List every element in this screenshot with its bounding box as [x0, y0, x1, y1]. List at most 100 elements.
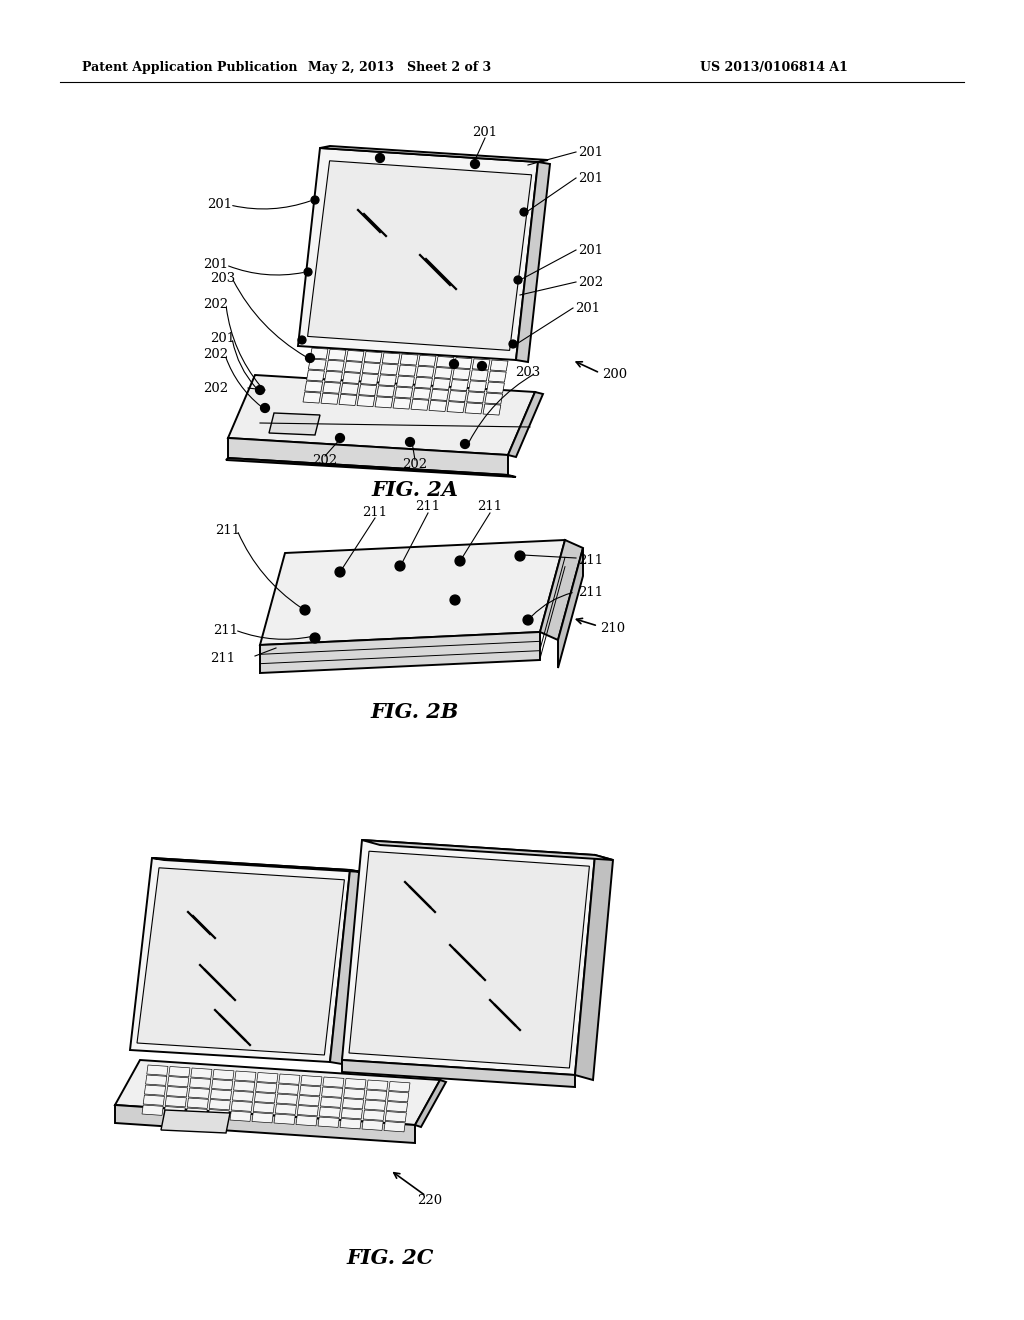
Circle shape	[256, 385, 264, 395]
Text: 202: 202	[203, 298, 228, 312]
Polygon shape	[275, 1104, 296, 1114]
Text: 200: 200	[602, 368, 627, 381]
Polygon shape	[306, 370, 325, 381]
Text: 203: 203	[515, 367, 540, 380]
Polygon shape	[413, 388, 431, 399]
Polygon shape	[380, 364, 398, 375]
Polygon shape	[298, 148, 538, 360]
Circle shape	[311, 195, 319, 205]
Text: 202: 202	[203, 348, 228, 362]
Polygon shape	[343, 372, 360, 384]
Polygon shape	[362, 1119, 383, 1130]
Polygon shape	[142, 1105, 163, 1115]
Polygon shape	[417, 366, 434, 378]
Polygon shape	[472, 359, 490, 370]
Polygon shape	[418, 355, 436, 366]
Polygon shape	[365, 1100, 386, 1110]
Polygon shape	[415, 378, 432, 388]
Text: 211: 211	[362, 506, 387, 519]
Polygon shape	[213, 1069, 234, 1080]
Polygon shape	[429, 400, 446, 412]
Polygon shape	[360, 374, 379, 384]
Polygon shape	[226, 458, 516, 477]
Polygon shape	[187, 1098, 209, 1109]
Circle shape	[376, 153, 384, 162]
Text: 203: 203	[210, 272, 234, 285]
Polygon shape	[362, 363, 380, 374]
Polygon shape	[342, 1060, 575, 1086]
Polygon shape	[208, 1110, 229, 1119]
Polygon shape	[319, 147, 548, 162]
Text: 211: 211	[578, 586, 603, 598]
Text: 211: 211	[578, 553, 603, 566]
Polygon shape	[447, 401, 465, 413]
Polygon shape	[453, 368, 470, 380]
Text: 201: 201	[203, 259, 228, 272]
Circle shape	[515, 550, 525, 561]
Polygon shape	[233, 1081, 255, 1092]
Polygon shape	[230, 1111, 251, 1122]
Polygon shape	[146, 1065, 168, 1076]
Polygon shape	[321, 1097, 342, 1107]
Circle shape	[514, 276, 522, 284]
Circle shape	[470, 160, 479, 169]
Polygon shape	[483, 404, 501, 414]
Polygon shape	[467, 392, 484, 403]
Polygon shape	[345, 1078, 366, 1089]
Polygon shape	[278, 1084, 299, 1094]
Polygon shape	[346, 350, 364, 362]
Polygon shape	[269, 413, 319, 436]
Text: 201: 201	[210, 331, 234, 345]
Polygon shape	[455, 358, 472, 368]
Polygon shape	[388, 1092, 409, 1102]
Polygon shape	[431, 389, 449, 400]
Text: 210: 210	[600, 622, 625, 635]
Polygon shape	[297, 1106, 318, 1115]
Polygon shape	[386, 1101, 408, 1111]
Text: 211: 211	[416, 500, 440, 513]
Polygon shape	[415, 1080, 446, 1127]
Text: May 2, 2013   Sheet 2 of 3: May 2, 2013 Sheet 2 of 3	[308, 62, 492, 74]
Polygon shape	[325, 371, 342, 383]
Polygon shape	[279, 1074, 300, 1084]
Polygon shape	[344, 1089, 365, 1098]
Polygon shape	[558, 548, 583, 668]
Circle shape	[300, 605, 310, 615]
Circle shape	[406, 437, 415, 446]
Polygon shape	[470, 370, 488, 381]
Polygon shape	[349, 851, 590, 1068]
Text: 211: 211	[213, 623, 238, 636]
Polygon shape	[341, 383, 358, 395]
Polygon shape	[212, 1080, 232, 1090]
Polygon shape	[575, 855, 613, 1080]
Polygon shape	[161, 1110, 230, 1133]
Polygon shape	[321, 393, 339, 404]
Polygon shape	[465, 403, 482, 414]
Polygon shape	[364, 1110, 384, 1121]
Text: 220: 220	[418, 1193, 442, 1206]
Text: 201: 201	[207, 198, 232, 211]
Polygon shape	[327, 360, 344, 371]
Circle shape	[461, 440, 469, 449]
Polygon shape	[253, 1102, 274, 1113]
Polygon shape	[358, 384, 377, 396]
Polygon shape	[329, 350, 346, 360]
Polygon shape	[256, 1082, 276, 1093]
Polygon shape	[210, 1089, 231, 1100]
Text: FIG. 2A: FIG. 2A	[372, 480, 459, 500]
Polygon shape	[486, 381, 505, 393]
Circle shape	[260, 404, 269, 412]
Circle shape	[304, 268, 312, 276]
Polygon shape	[137, 867, 344, 1055]
Polygon shape	[484, 393, 503, 404]
Polygon shape	[367, 1080, 388, 1090]
Polygon shape	[115, 1060, 440, 1125]
Polygon shape	[169, 1067, 190, 1077]
Text: US 2013/0106814 A1: US 2013/0106814 A1	[700, 62, 848, 74]
Circle shape	[298, 337, 306, 345]
Polygon shape	[330, 870, 362, 1064]
Text: 202: 202	[312, 454, 338, 466]
Polygon shape	[385, 1111, 407, 1122]
Polygon shape	[432, 379, 451, 389]
Text: 202: 202	[203, 381, 228, 395]
